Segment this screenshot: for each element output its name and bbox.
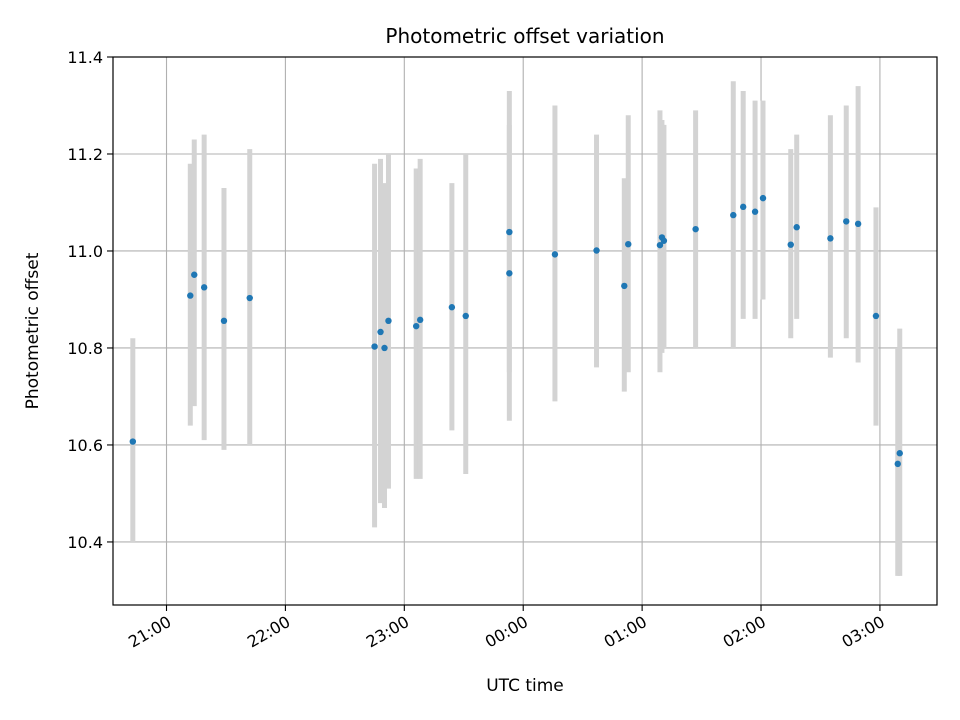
data-point: [385, 317, 392, 325]
y-tick-label: 11.2: [67, 145, 103, 164]
data-point: [187, 292, 194, 299]
data-point: [371, 343, 378, 350]
data-point: [220, 317, 228, 325]
data-point: [377, 328, 384, 336]
y-tick-label: 10.6: [67, 436, 103, 455]
data-point: [625, 240, 632, 248]
data-point: [506, 228, 513, 236]
data-point: [462, 312, 469, 320]
data-point: [660, 237, 668, 244]
y-axis-title: Photometric offset: [23, 252, 43, 409]
data-point: [191, 271, 198, 278]
data-point: [593, 247, 600, 254]
data-point: [793, 224, 800, 231]
data-point: [506, 270, 513, 277]
y-tick-label: 10.4: [67, 533, 103, 552]
data-point: [730, 211, 737, 219]
chart-title: Photometric offset variation: [385, 24, 664, 48]
data-point: [827, 235, 834, 242]
y-tick-label: 10.8: [67, 339, 103, 358]
data-point: [896, 450, 903, 457]
data-point: [448, 304, 456, 311]
x-axis-title: UTC time: [486, 676, 564, 696]
data-point: [872, 312, 880, 320]
data-point: [656, 241, 664, 249]
data-point: [551, 251, 559, 258]
data-point: [200, 284, 208, 291]
data-point: [854, 220, 862, 228]
data-point: [739, 203, 747, 211]
data-point: [246, 294, 253, 302]
data-points: [129, 194, 903, 468]
y-tick-label: 11.0: [67, 242, 103, 261]
y-axis: 10.4 10.6 10.8 11.0 11.2 11.4: [67, 48, 113, 552]
data-point: [692, 225, 699, 233]
data-point: [621, 282, 628, 290]
data-point: [759, 194, 767, 202]
data-point: [381, 344, 388, 352]
data-point: [129, 438, 137, 445]
plot-frame: [112, 56, 938, 606]
data-point: [416, 316, 424, 324]
data-point: [787, 241, 794, 248]
y-tick-label: 11.4: [67, 48, 103, 67]
data-point: [894, 460, 901, 468]
data-point: [751, 208, 759, 215]
data-point: [843, 218, 850, 225]
data-point: [413, 322, 420, 330]
